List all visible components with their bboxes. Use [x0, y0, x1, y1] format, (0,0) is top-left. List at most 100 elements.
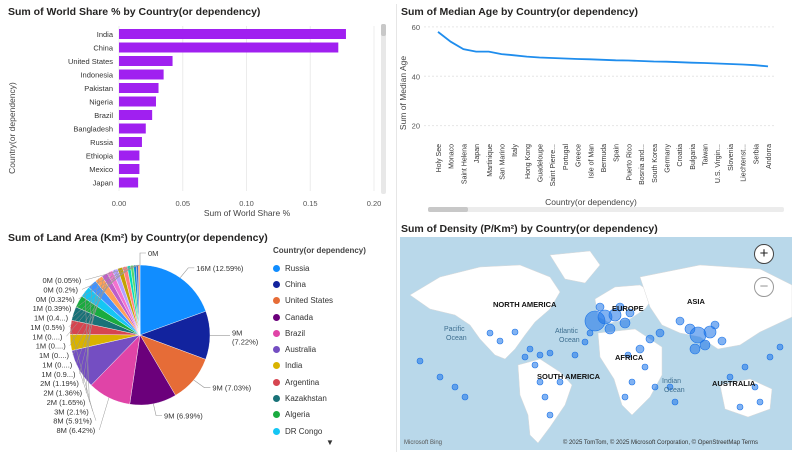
- density-bubble[interactable]: [766, 353, 774, 361]
- legend-item[interactable]: Russia: [273, 260, 393, 276]
- density-bubble[interactable]: [521, 353, 529, 361]
- world-share-bar[interactable]: [119, 164, 140, 174]
- density-bubble[interactable]: [571, 351, 579, 359]
- density-bubble[interactable]: [621, 393, 629, 401]
- density-bubble[interactable]: [666, 383, 674, 391]
- density-bubble[interactable]: [595, 302, 605, 312]
- world-share-bar[interactable]: [119, 42, 339, 53]
- legend-item[interactable]: India: [273, 358, 393, 374]
- density-bubble[interactable]: [641, 363, 649, 371]
- median-age-category-label: Slovenia: [728, 144, 735, 171]
- density-bubble[interactable]: [461, 393, 469, 401]
- legend-item-label: United States: [285, 296, 334, 306]
- median-age-scroll-thumb[interactable]: [428, 207, 468, 212]
- density-bubble[interactable]: [699, 339, 711, 351]
- land-area-title: Sum of Land Area (Km²) by Country(or dep…: [8, 232, 268, 244]
- legend-more-icon[interactable]: ▼: [326, 438, 334, 447]
- density-bubble[interactable]: [624, 351, 632, 359]
- world-share-bar[interactable]: [119, 69, 164, 80]
- world-share-bar[interactable]: [119, 123, 146, 134]
- density-bubble[interactable]: [717, 336, 727, 346]
- density-bubble[interactable]: [546, 411, 554, 419]
- pie-data-label: 0M (0.05%): [42, 276, 81, 285]
- legend-item[interactable]: Algeria: [273, 407, 393, 423]
- world-share-bar[interactable]: [119, 96, 156, 107]
- density-bubble[interactable]: [710, 320, 720, 330]
- world-share-category-label: Pakistan: [84, 84, 113, 93]
- legend-item[interactable]: China: [273, 276, 393, 292]
- world-share-category-label: Russia: [90, 138, 114, 147]
- median-age-category-label: Serbia: [753, 144, 760, 164]
- world-share-bar[interactable]: [119, 29, 346, 39]
- map-label-europe: EUROPE: [612, 304, 644, 313]
- density-bubble[interactable]: [536, 351, 544, 359]
- median-age-category-label: Japan: [474, 144, 481, 163]
- density-bubble[interactable]: [436, 373, 444, 381]
- density-bubble[interactable]: [756, 398, 764, 406]
- legend-item[interactable]: DR Congo: [273, 423, 393, 439]
- zoom-out-button[interactable]: −: [754, 277, 774, 297]
- legend-item[interactable]: Brazil: [273, 325, 393, 341]
- median-age-scroll-track[interactable]: [428, 207, 784, 212]
- legend-color-dot: [273, 329, 280, 337]
- density-bubble[interactable]: [655, 328, 665, 338]
- density-bubble[interactable]: [586, 329, 594, 337]
- density-bubble[interactable]: [511, 328, 519, 336]
- density-bubble[interactable]: [635, 344, 645, 354]
- density-bubble[interactable]: [608, 308, 622, 322]
- density-bubble[interactable]: [726, 373, 734, 381]
- legend-item[interactable]: Australia: [273, 341, 393, 357]
- median-age-category-label: Bosnia and...: [639, 144, 646, 185]
- density-bubble[interactable]: [451, 383, 459, 391]
- density-bubble[interactable]: [416, 357, 424, 365]
- density-bubble[interactable]: [546, 349, 554, 357]
- map-label-australia: AUSTRALIA: [712, 379, 756, 388]
- density-bubble[interactable]: [741, 363, 749, 371]
- world-share-bar[interactable]: [119, 56, 173, 66]
- density-bubble[interactable]: [581, 338, 589, 346]
- world-share-bar[interactable]: [119, 177, 139, 188]
- density-bubble[interactable]: [556, 378, 564, 386]
- world-share-bar[interactable]: [119, 150, 140, 161]
- legend-item[interactable]: Kazakhstan: [273, 390, 393, 406]
- density-bubble[interactable]: [736, 403, 744, 411]
- median-age-category-label: Bulgaria: [690, 144, 697, 170]
- world-share-bar[interactable]: [119, 137, 142, 147]
- density-bubble[interactable]: [496, 337, 504, 345]
- density-bubble[interactable]: [645, 334, 655, 344]
- world-share-scroll-track[interactable]: [381, 24, 386, 194]
- world-share-bar[interactable]: [119, 83, 159, 93]
- density-bubble[interactable]: [675, 316, 685, 326]
- density-bubble[interactable]: [671, 398, 679, 406]
- density-map[interactable]: NORTH AMERICA SOUTH AMERICA EUROPE AFRIC…: [400, 237, 792, 450]
- density-bubble[interactable]: [689, 343, 701, 355]
- density-bubble[interactable]: [776, 343, 784, 351]
- density-bubble[interactable]: [604, 323, 616, 335]
- pie-slice[interactable]: [139, 264, 207, 336]
- density-bubble[interactable]: [541, 393, 549, 401]
- world-share-bar[interactable]: [119, 110, 153, 120]
- density-bubble[interactable]: [615, 302, 625, 312]
- legend-item[interactable]: Argentina: [273, 374, 393, 390]
- density-bubble[interactable]: [684, 323, 696, 335]
- median-age-category-label: Spain: [614, 144, 621, 162]
- density-bubble[interactable]: [526, 345, 534, 353]
- map-attribution[interactable]: © 2025 TomTom, © 2025 Microsoft Corporat…: [562, 440, 758, 446]
- world-share-scroll-thumb[interactable]: [381, 24, 386, 36]
- median-age-xlabel: Country(or dependency): [545, 197, 637, 207]
- density-bubble[interactable]: [531, 361, 539, 369]
- pie-data-label: 16M (12.59%): [196, 264, 244, 273]
- density-title: Sum of Density (P/Km²) by Country(or dep…: [401, 223, 658, 235]
- density-bubble[interactable]: [619, 317, 631, 329]
- density-bubble[interactable]: [536, 378, 544, 386]
- density-bubble[interactable]: [625, 308, 635, 318]
- zoom-in-button[interactable]: +: [754, 244, 774, 264]
- legend-item[interactable]: United States: [273, 293, 393, 309]
- density-bubble[interactable]: [703, 325, 717, 339]
- density-bubble[interactable]: [486, 329, 494, 337]
- legend-item[interactable]: Canada: [273, 309, 393, 325]
- density-bubble[interactable]: [751, 383, 759, 391]
- density-bubble[interactable]: [628, 378, 636, 386]
- density-bubble[interactable]: [651, 383, 659, 391]
- median-age-ytick: 60: [412, 23, 420, 32]
